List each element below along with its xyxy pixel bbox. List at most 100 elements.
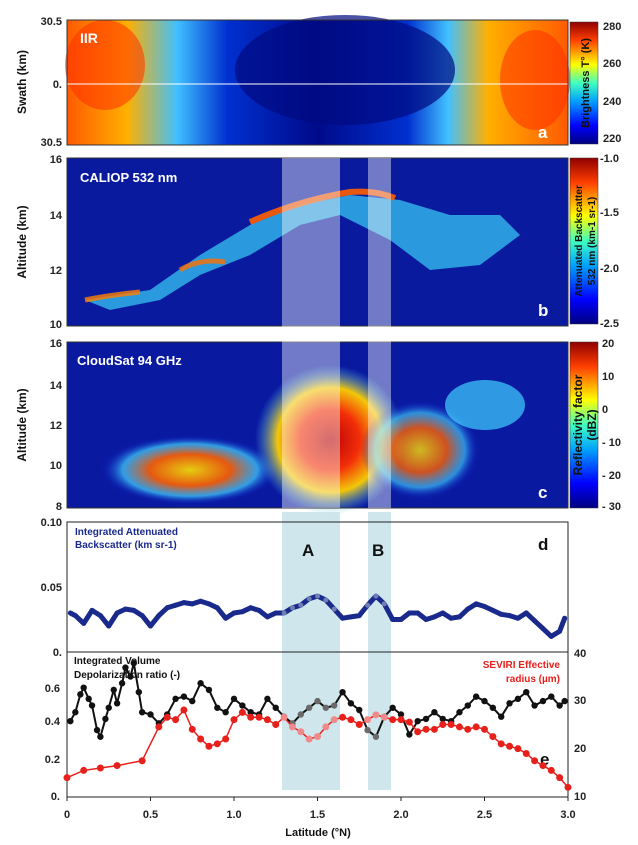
panel-a-cbtick-3: 220 (603, 133, 621, 145)
iab-series-point (398, 617, 404, 622)
iab-series-point (515, 615, 521, 621)
seviri-series-point (197, 735, 205, 743)
depol-series-point (297, 711, 304, 718)
depol-series-point (118, 680, 126, 687)
depol-series-point (422, 715, 430, 723)
depol-series-point (406, 731, 413, 738)
iab-series-point (331, 606, 337, 612)
panel-c-echo-core (255, 365, 405, 515)
depol-series-point (322, 704, 330, 711)
panel-b-cloud-low (84, 289, 141, 303)
panel-c-title: CloudSat 94 GHz (77, 353, 182, 368)
depol-series-point (239, 702, 246, 709)
panel-a-cbtick-1: 260 (603, 58, 621, 70)
seviri-series-point (80, 766, 88, 774)
panel-c: CloudSat 94 GHz c Altitude (km) 16 14 12… (15, 338, 621, 515)
iab-series-point (390, 617, 396, 622)
seviri-series-point (155, 723, 163, 731)
panel-b-cloud-mid (178, 258, 226, 273)
seviri-series-point (272, 721, 280, 728)
seviri-series-point (322, 723, 330, 731)
iab-series-point (523, 610, 529, 616)
depol-series-point (189, 697, 196, 705)
iab-series-point (356, 613, 362, 619)
seviri-series-point (213, 740, 221, 748)
depol-series-point (464, 702, 471, 709)
depol-series-point (506, 700, 513, 707)
iab-series-point (562, 615, 568, 621)
panel-b-cbtick-0: -1.0 (600, 153, 619, 165)
seviri-series-point (397, 716, 405, 724)
depol-series-point (205, 686, 213, 694)
depol-series-point (481, 697, 488, 705)
iab-series-point (548, 633, 554, 639)
depol-series-point (439, 715, 446, 723)
depol-series-point (347, 700, 355, 707)
panel-d-legend-1: Integrated Attenuated (75, 527, 178, 538)
iab-series-point (465, 606, 471, 612)
iab-series-point (315, 593, 320, 599)
iab-series-point (198, 598, 204, 604)
depol-series-point (561, 697, 568, 705)
panel-c-letter: c (538, 483, 547, 502)
band-a-upper (282, 158, 340, 508)
iab-series-point (206, 601, 212, 607)
panel-a-colorbar-label: Brightness T° (K) (580, 38, 592, 128)
depol-series-point (539, 697, 547, 705)
seviri-series-point (188, 725, 196, 733)
depol-series-point (523, 688, 530, 696)
x-tick-label: 1.0 (226, 809, 241, 821)
depol-series-point (264, 695, 271, 703)
panel-a-cbtick-2: 240 (603, 96, 621, 108)
iab-series-point (440, 610, 446, 616)
seviri-series-point (113, 762, 121, 770)
panel-a-ytick-0: 30.5 (41, 16, 62, 28)
depol-series-point (222, 709, 229, 716)
seviri-series-point (522, 750, 530, 757)
depol-series-point (498, 713, 505, 720)
panel-a-title: IIR (80, 30, 98, 46)
iab-series-point (256, 607, 262, 613)
iab-series-point (365, 602, 371, 608)
panel-a-ytick-1: 0. (53, 79, 62, 91)
seviri-series-point (138, 757, 146, 765)
x-axis-label: Latitude (°N) (285, 827, 351, 839)
seviri-series-point (481, 725, 488, 733)
iab-series-point (273, 610, 279, 616)
iab-series-point (114, 610, 120, 616)
iab-series-point (507, 613, 513, 619)
panel-d-series-layer (67, 593, 568, 639)
panel-b-colorbar-label-1: Attenuated Backscatter (574, 185, 585, 297)
seviri-series-point (430, 725, 438, 733)
seviri-series-point (255, 713, 263, 721)
panel-b-frame (66, 157, 569, 327)
panel-c-ytick-4: 8 (56, 501, 62, 513)
seviri-series-point (447, 721, 455, 728)
seviri-series-point (547, 766, 555, 774)
panel-e-ytick-right-0: 40 (574, 648, 586, 660)
seviri-series-point (464, 725, 472, 733)
depol-series-point (414, 717, 421, 725)
seviri-series-point (163, 713, 171, 721)
iab-series-point (248, 605, 254, 611)
seviri-series-point (347, 716, 355, 724)
iab-series-point (122, 606, 128, 612)
depol-series-point (305, 704, 313, 711)
seviri-series-point (263, 716, 271, 724)
panel-c-colorbar-label-1: Reflectivity factor (571, 374, 585, 475)
seviri-series-point (314, 733, 321, 741)
iab-series-point (173, 602, 179, 608)
depol-series-point (489, 704, 497, 711)
panel-b-title: CALIOP 532 nm (80, 170, 177, 185)
panel-c-ytick-0: 16 (50, 338, 62, 350)
x-tick-label: 0 (64, 809, 70, 821)
panel-a-warm-left (65, 20, 145, 110)
band-b-label: B (372, 541, 384, 560)
iab-series-point (490, 607, 496, 613)
iab-series-point (81, 620, 87, 626)
iab-series-point (72, 613, 78, 619)
band-b-upper (368, 158, 391, 508)
panel-b-colorbar (569, 157, 599, 325)
iab-series-point (164, 605, 170, 611)
panel-a-warm-right (500, 30, 570, 130)
